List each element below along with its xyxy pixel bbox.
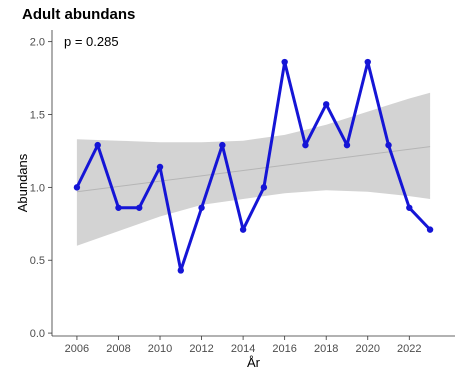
- labels-layer: 0.0 0.5 1.0 1.5 2.0 2006 2008 2010 2012 2014 2016 2…: [15, 34, 422, 370]
- data-point: [239, 226, 247, 233]
- data-point: [198, 204, 205, 211]
- y-tick-label: 1.0: [30, 182, 45, 194]
- x-tick-label: 2020: [356, 343, 380, 355]
- chart-title: Adult abundans: [22, 6, 136, 23]
- data-point: [94, 141, 101, 149]
- data-point: [115, 204, 122, 211]
- data-point: [260, 184, 268, 191]
- x-tick-label: 2010: [148, 343, 172, 355]
- x-tick-label: 2014: [231, 343, 255, 355]
- data-point: [406, 204, 413, 211]
- trend-line-layer: [76, 146, 431, 193]
- series-layer: [73, 58, 434, 274]
- p-value-annotation: p = 0.285: [64, 34, 119, 49]
- series-line: [75, 60, 432, 272]
- data-point: [343, 141, 351, 149]
- data-point: [426, 226, 434, 233]
- data-point: [364, 58, 371, 66]
- trend-line: [76, 146, 431, 193]
- data-point: [302, 141, 309, 149]
- y-tick-label: 1.5: [30, 110, 45, 122]
- data-point: [136, 204, 143, 211]
- data-point: [177, 267, 184, 274]
- y-tick-label: 0.0: [30, 328, 45, 340]
- x-tick-label: 2008: [106, 343, 130, 355]
- y-tick-label: 0.5: [30, 255, 45, 267]
- x-tick-label: 2022: [397, 343, 421, 355]
- data-point: [281, 58, 288, 66]
- data-point: [323, 101, 330, 108]
- x-axis-title: År: [247, 355, 261, 370]
- x-tick-label: 2018: [314, 343, 338, 355]
- data-point: [385, 141, 392, 149]
- x-tick-label: 2006: [65, 343, 89, 355]
- y-axis-title: Abundans: [15, 153, 30, 212]
- data-point: [73, 184, 81, 191]
- data-point: [156, 163, 164, 171]
- x-tick-label: 2012: [189, 343, 213, 355]
- axes-layer: [48, 30, 455, 340]
- x-tick-label: 2016: [272, 343, 296, 355]
- data-point: [219, 141, 226, 149]
- y-tick-label: 2.0: [30, 37, 45, 49]
